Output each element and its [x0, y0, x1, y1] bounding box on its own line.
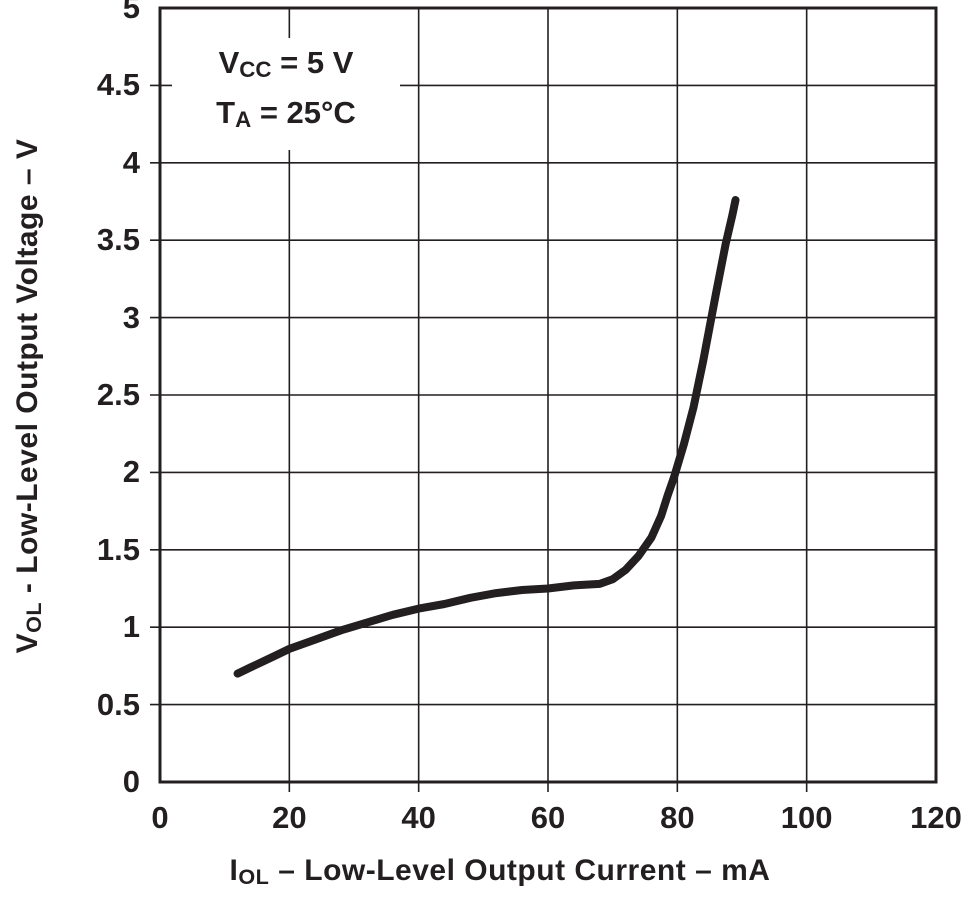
y-tick-label: 1.5: [96, 531, 140, 567]
x-tick-label: 100: [780, 800, 833, 835]
x-axis-title: IOL – Low-Level Output Current – mA: [229, 854, 771, 889]
y-tick-label: 2.5: [96, 377, 140, 412]
annotation-mask: [172, 38, 400, 150]
y-tick-label: 2: [122, 454, 140, 490]
y-tick-label: 1: [122, 609, 140, 645]
x-tick-label: 40: [401, 800, 436, 835]
y-tick-label: 4: [122, 144, 140, 180]
annotation-line-ta: TA = 25°C: [216, 95, 356, 133]
plot-border: [158, 6, 938, 784]
y-tick-label: 3.5: [96, 222, 140, 258]
condition-annotation: VCC = 5 V TA = 25°C: [172, 38, 400, 138]
y-tick-label: 0: [122, 764, 140, 799]
y-tick-label: 3: [122, 299, 140, 335]
x-tick-label: 20: [272, 800, 307, 835]
y-tick-label: 0.5: [96, 686, 140, 722]
x-tick-label: 0: [151, 800, 169, 835]
vol-vs-iol-curve: [233, 196, 740, 678]
y-tick-label: 4.5: [96, 67, 140, 103]
y-tick-label: 5: [122, 0, 140, 25]
x-tick-label: 60: [530, 800, 566, 835]
annotation-line-vcc: VCC = 5 V: [218, 45, 354, 83]
x-tick-label: 120: [910, 800, 962, 835]
y-axis-title: VOL - Low-Level Output Voltage – V: [11, 138, 46, 654]
x-tick-label: 80: [660, 800, 695, 835]
